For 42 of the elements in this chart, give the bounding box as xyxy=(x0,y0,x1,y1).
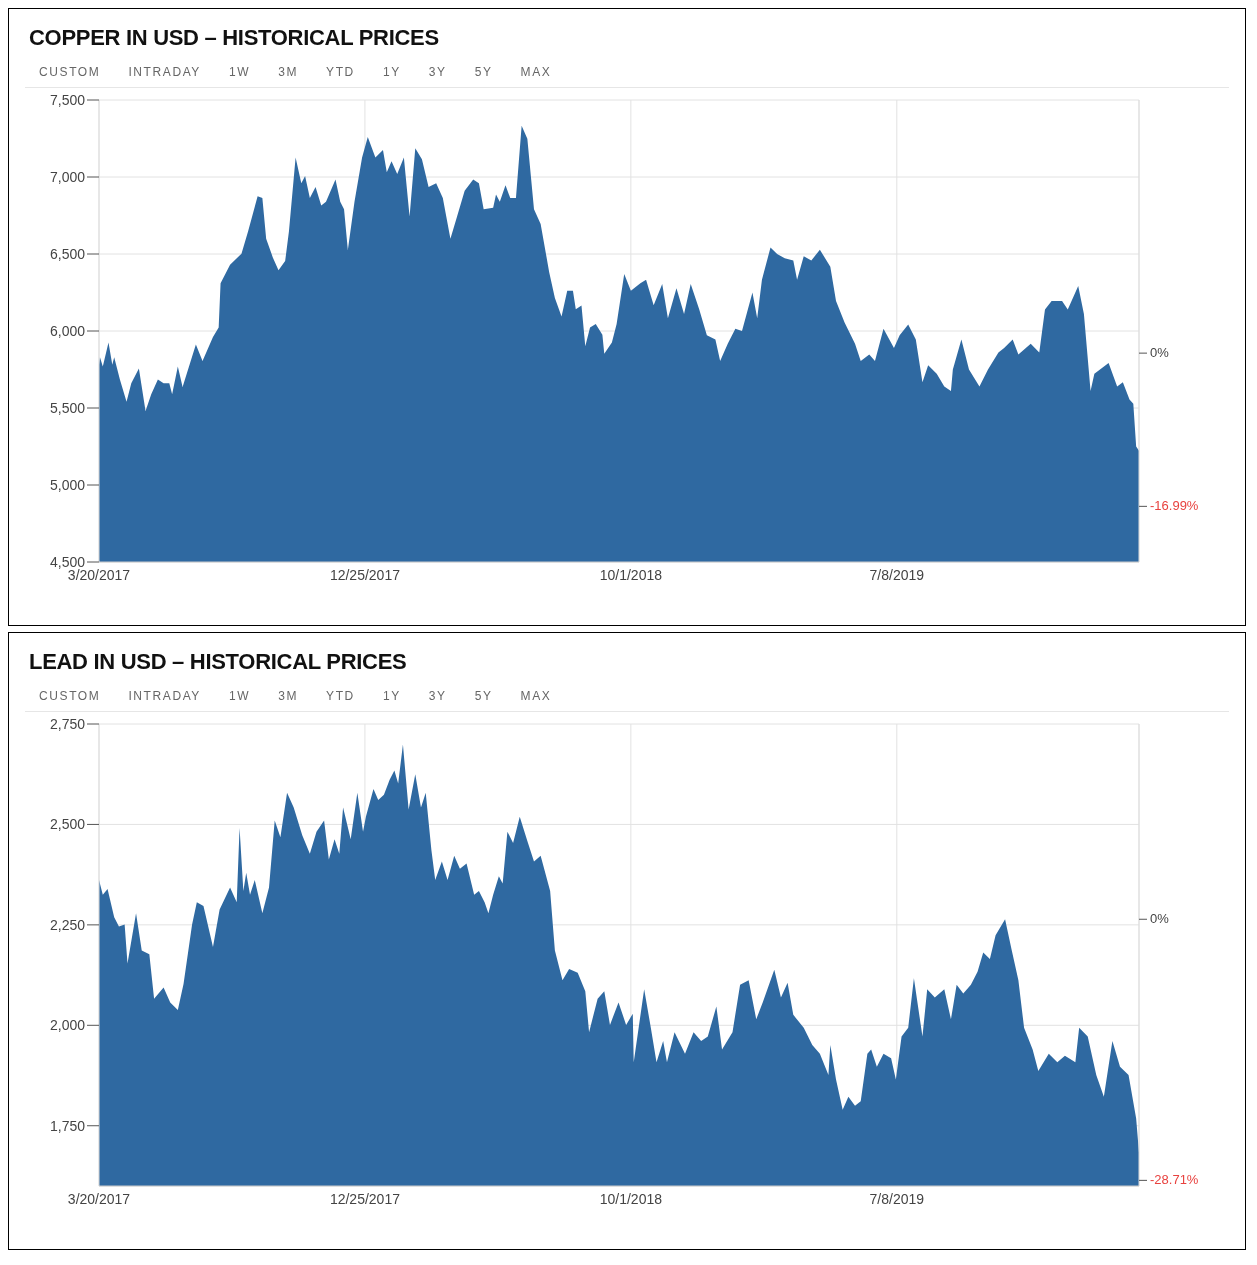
text: YTD xyxy=(325,689,356,703)
text: INTRADAY xyxy=(127,65,202,79)
x-tick-label: 3/20/2017 xyxy=(67,1190,131,1207)
text: 3Y xyxy=(427,689,448,703)
chart-title: COPPER IN USD – HISTORICAL PRICES xyxy=(28,24,440,51)
y-tick-label: 6,500 xyxy=(49,245,86,262)
text: CUSTOM xyxy=(38,65,102,79)
y-tick-label: 2,000 xyxy=(49,1017,86,1034)
y-tick-label: 7,500 xyxy=(49,91,86,108)
y2-tick-label: 0% xyxy=(1150,911,1170,927)
y-tick-label: 7,000 xyxy=(49,168,86,185)
text: 3M xyxy=(277,65,300,79)
x-tick-label: 7/8/2019 xyxy=(869,1190,925,1207)
x-tick-label: 10/1/2018 xyxy=(599,1190,663,1207)
y-tick-label: 2,500 xyxy=(49,816,86,833)
y2-tick-label: 0% xyxy=(1150,345,1170,361)
text: MAX xyxy=(519,65,553,79)
text: 5Y xyxy=(473,689,494,703)
y-tick-label: 2,250 xyxy=(49,916,86,933)
text: YTD xyxy=(325,65,356,79)
text: 3Y xyxy=(427,65,448,79)
y-tick-label: 5,500 xyxy=(49,399,86,416)
text: 5Y xyxy=(473,65,494,79)
y-tick-label: 6,000 xyxy=(49,322,86,339)
y-tick-label: 5,000 xyxy=(49,476,86,493)
chart-title: LEAD IN USD – HISTORICAL PRICES xyxy=(28,648,408,675)
x-tick-label: 10/1/2018 xyxy=(599,566,663,583)
text: MAX xyxy=(519,689,553,703)
text: 1W xyxy=(228,689,252,703)
text: 1Y xyxy=(381,689,402,703)
text: INTRADAY xyxy=(127,689,202,703)
x-tick-label: 7/8/2019 xyxy=(869,566,925,583)
y2-tick-label: -16.99% xyxy=(1150,498,1199,514)
y-tick-label: 2,750 xyxy=(49,715,86,732)
x-tick-label: 12/25/2017 xyxy=(329,1190,401,1207)
text: 1W xyxy=(228,65,252,79)
text: 3M xyxy=(277,689,300,703)
y-tick-label: 1,750 xyxy=(49,1117,86,1134)
text: CUSTOM xyxy=(38,689,102,703)
text: 1Y xyxy=(381,65,402,79)
y2-tick-label: -28.71% xyxy=(1150,1172,1199,1188)
x-tick-label: 12/25/2017 xyxy=(329,566,401,583)
